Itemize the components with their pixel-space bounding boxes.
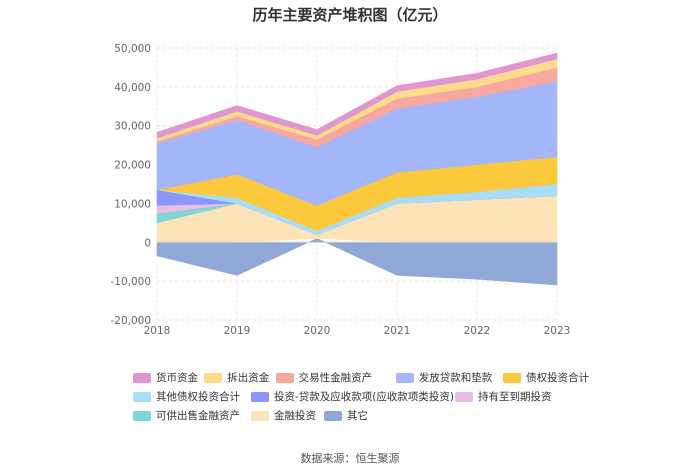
legend-item[interactable]: 持有至到期投资 <box>455 389 555 404</box>
legend-swatch <box>133 372 151 383</box>
legend-row: 货币资金 拆出资金 交易性金融资产 发放贷款和垫款 债权投资合计 <box>133 368 593 387</box>
data-source-note: 数据来源：恒生聚源 <box>300 452 400 465</box>
x-tick-label: 2020 <box>304 325 331 337</box>
y-tick-label: 30,000 <box>114 121 151 133</box>
legend-swatch <box>503 372 522 383</box>
legend-row: 其他债权投资合计 投资-贷款及应收款项(应收款项类投资) 持有至到期投资 <box>133 387 593 406</box>
legend-swatch <box>204 372 223 383</box>
legend-item[interactable]: 其他债权投资合计 <box>133 389 251 404</box>
chart-title: 历年主要资产堆积图（亿元） <box>252 6 448 24</box>
chart-legend: 货币资金 拆出资金 交易性金融资产 发放贷款和垫款 债权投资合计其他债权投资合计 投资-贷… <box>133 368 593 425</box>
x-tick-label: 2021 <box>384 325 411 337</box>
legend-swatch <box>251 410 269 421</box>
legend-item[interactable]: 其它 <box>324 408 384 423</box>
legend-label: 投资-贷款及应收款项(应收款项类投资) <box>274 391 454 403</box>
legend-item[interactable]: 货币资金 <box>133 370 204 385</box>
area-series-0 <box>156 52 558 139</box>
x-tick-label: 2023 <box>544 325 571 337</box>
legend-swatch <box>395 372 414 383</box>
legend-label: 可供出售金融资产 <box>156 410 240 422</box>
x-tick-label: 2019 <box>224 325 251 337</box>
legend-item[interactable]: 发放贷款和垫款 <box>395 370 503 385</box>
legend-label: 持有至到期投资 <box>478 391 552 403</box>
legend-label: 其他债权投资合计 <box>156 391 240 403</box>
legend-row: 可供出售金融资产 金融投资 其它 <box>133 406 593 425</box>
y-tick-label: -10,000 <box>110 276 151 288</box>
legend-label: 发放贷款和垫款 <box>418 372 493 384</box>
legend-item[interactable]: 可供出售金融资产 <box>133 408 251 423</box>
legend-swatch <box>133 391 151 402</box>
legend-item[interactable]: 债权投资合计 <box>503 370 593 385</box>
y-tick-label: 50,000 <box>114 43 151 55</box>
legend-label: 拆出资金 <box>227 372 270 384</box>
y-tick-label: 40,000 <box>114 82 151 94</box>
legend-label: 债权投资合计 <box>526 372 590 384</box>
legend-item[interactable]: 金融投资 <box>251 408 324 423</box>
legend-swatch <box>275 372 294 383</box>
legend-swatch <box>455 391 473 402</box>
legend-item[interactable]: 拆出资金 <box>204 370 275 385</box>
legend-label: 其它 <box>347 410 368 422</box>
legend-item[interactable]: 投资-贷款及应收款项(应收款项类投资) <box>251 389 455 404</box>
legend-item[interactable]: 交易性金融资产 <box>275 370 396 385</box>
legend-swatch <box>251 391 269 402</box>
y-tick-label: 10,000 <box>114 198 151 210</box>
legend-label: 交易性金融资产 <box>298 372 373 384</box>
y-tick-label: 0 <box>144 237 151 249</box>
legend-swatch <box>324 410 342 421</box>
legend-swatch <box>133 410 151 421</box>
x-tick-label: 2022 <box>464 325 491 337</box>
legend-label: 金融投资 <box>274 410 316 422</box>
x-tick-label: 2018 <box>144 325 171 337</box>
y-tick-label: -20,000 <box>110 315 151 327</box>
area-series-10 <box>156 238 558 286</box>
legend-label: 货币资金 <box>156 372 198 384</box>
y-tick-label: 20,000 <box>114 160 151 172</box>
